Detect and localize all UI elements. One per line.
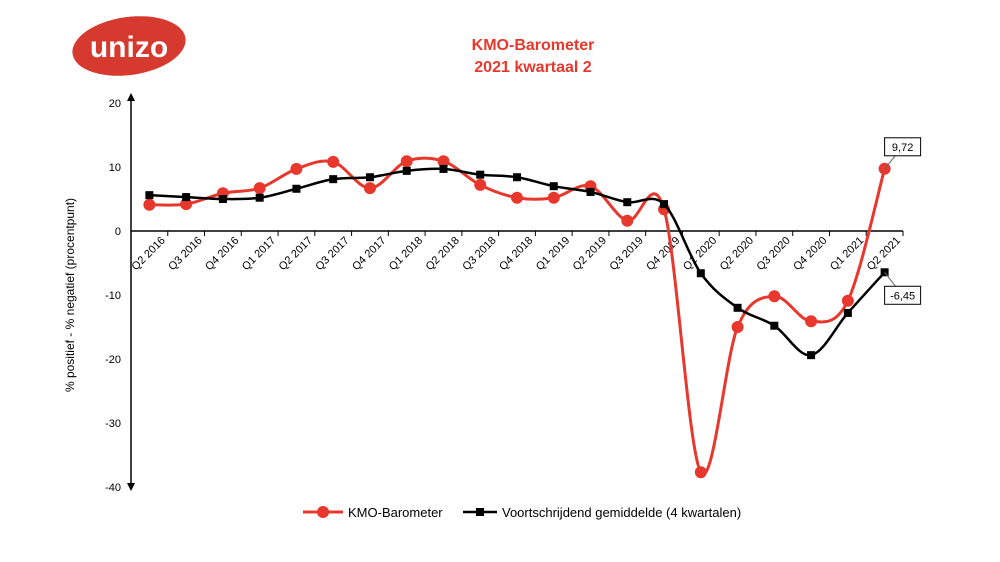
data-point-avg xyxy=(513,173,521,182)
data-point-avg xyxy=(843,308,852,317)
series-line-kmo xyxy=(149,156,887,476)
data-point-kmo xyxy=(327,155,340,168)
chart-subtitle: 2021 kwartaal 2 xyxy=(474,59,592,76)
x-tick-label: Q2 2020 xyxy=(718,235,756,273)
legend-label-kmo: KMO-Barometer xyxy=(348,505,443,520)
data-point-kmo xyxy=(290,162,303,175)
x-tick-label: Q2 2019 xyxy=(571,235,609,273)
data-point-avg xyxy=(807,351,816,360)
data-point-avg xyxy=(623,198,632,207)
data-point-kmo xyxy=(253,182,266,195)
x-tick-label: Q3 2018 xyxy=(460,235,498,273)
annotation-kmo-last: 9,72 xyxy=(892,142,913,154)
data-point-kmo xyxy=(363,182,376,195)
x-tick-label: Q1 2020 xyxy=(681,235,719,273)
y-tick-label: -20 xyxy=(105,354,121,366)
data-point-avg xyxy=(476,170,485,179)
y-tick-label: 20 xyxy=(109,98,121,110)
x-tick-label: Q1 2018 xyxy=(387,235,425,273)
legend: KMO-Barometer Voortschrijdend gemiddelde… xyxy=(303,505,741,520)
data-point-avg xyxy=(439,164,448,173)
x-tick-label: Q4 2016 xyxy=(203,235,241,273)
y-axis-arrow-bottom xyxy=(127,483,135,491)
data-point-kmo xyxy=(841,294,854,307)
y-tick-label: -10 xyxy=(105,290,121,302)
unizo-logo: unizo xyxy=(72,16,186,76)
data-point-kmo xyxy=(621,214,634,227)
svg-text:unizo: unizo xyxy=(90,31,168,64)
x-tick-label: Q4 2017 xyxy=(350,235,388,273)
x-tick-label: Q1 2017 xyxy=(240,235,278,273)
x-tick-label: Q2 2017 xyxy=(277,235,315,273)
data-point-kmo xyxy=(768,290,781,303)
legend-marker-avg xyxy=(476,508,484,516)
x-tick-label: Q2 2016 xyxy=(130,235,168,273)
data-point-avg xyxy=(329,175,338,184)
data-point-avg xyxy=(586,187,595,196)
y-axis-arrow-top xyxy=(127,93,135,101)
data-point-avg xyxy=(182,193,191,202)
data-point-kmo xyxy=(180,198,193,211)
x-tick-label: Q2 2018 xyxy=(424,235,462,273)
y-tick-label: 10 xyxy=(109,162,121,174)
y-tick-label: -30 xyxy=(105,418,121,430)
legend-label-avg: Voortschrijdend gemiddelde (4 kwartalen) xyxy=(502,505,741,520)
data-point-avg xyxy=(660,200,669,209)
data-point-kmo xyxy=(547,191,560,204)
data-point-kmo xyxy=(731,321,744,333)
legend-marker-kmo xyxy=(317,506,329,518)
x-tick-label: Q3 2017 xyxy=(313,235,351,273)
x-tick-label: Q3 2019 xyxy=(607,235,645,273)
x-tick-label: Q3 2016 xyxy=(166,235,204,273)
data-point-avg xyxy=(549,182,558,191)
x-tick-label: Q4 2018 xyxy=(497,235,535,273)
y-tick-label: -40 xyxy=(105,482,121,494)
data-point-avg xyxy=(365,173,374,182)
data-point-kmo xyxy=(694,466,707,479)
annotation-avg-last: -6,45 xyxy=(890,290,915,302)
annotation-avg-last-box xyxy=(884,285,922,305)
data-point-kmo xyxy=(474,178,487,191)
data-point-avg xyxy=(255,193,264,202)
y-axis-label: % positief - % negatief (procentpunt) xyxy=(63,198,77,392)
data-point-kmo xyxy=(437,155,450,168)
data-point-kmo xyxy=(143,198,156,211)
data-point-avg xyxy=(145,191,154,200)
data-point-avg xyxy=(733,303,742,312)
data-point-kmo xyxy=(511,191,523,204)
x-tick-label: Q4 2019 xyxy=(644,235,682,273)
data-point-kmo xyxy=(805,315,818,328)
data-point-avg xyxy=(402,166,411,175)
data-point-kmo xyxy=(400,155,413,168)
data-point-avg xyxy=(292,184,301,193)
data-point-avg xyxy=(696,269,705,278)
chart-title: KMO-Barometer xyxy=(472,37,595,54)
x-tick-label: Q4 2020 xyxy=(791,235,829,273)
x-tick-label: Q2 2021 xyxy=(865,235,903,273)
annotation-kmo-last-box xyxy=(884,137,922,157)
x-tick-label: Q1 2019 xyxy=(534,235,572,273)
data-point-avg xyxy=(218,195,227,203)
data-point-avg xyxy=(770,321,779,330)
x-tick-label: Q3 2020 xyxy=(755,235,793,273)
y-tick-label: 0 xyxy=(115,226,121,238)
